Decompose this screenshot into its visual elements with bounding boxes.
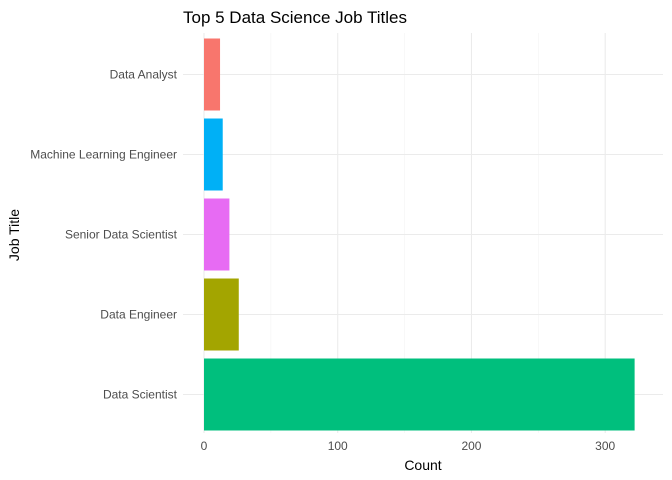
y-tick-label: Senior Data Scientist (65, 228, 178, 242)
x-tick-label: 0 (201, 439, 208, 453)
bar-data-engineer (204, 278, 239, 351)
bar-senior-data-scientist (204, 198, 230, 271)
chart-title: Top 5 Data Science Job Titles (183, 8, 407, 27)
bar-machine-learning-engineer (204, 118, 223, 191)
y-tick-label: Data Engineer (100, 308, 177, 322)
x-tick-label: 200 (461, 439, 481, 453)
x-tick-label: 300 (595, 439, 615, 453)
y-tick-label: Machine Learning Engineer (30, 148, 177, 162)
bar-data-scientist (204, 358, 635, 431)
x-tick-label: 100 (328, 439, 348, 453)
y-tick-label: Data Analyst (110, 68, 178, 82)
bar-data-analyst (204, 38, 221, 111)
x-axis-tick-labels: 0 100 200 300 (201, 439, 616, 453)
y-axis-title: Job Title (6, 209, 22, 261)
x-axis-title: Count (404, 457, 441, 473)
y-tick-label: Data Scientist (103, 388, 178, 402)
bars (204, 38, 635, 431)
y-axis-tick-labels: Data Scientist Data Engineer Senior Data S… (30, 68, 177, 402)
